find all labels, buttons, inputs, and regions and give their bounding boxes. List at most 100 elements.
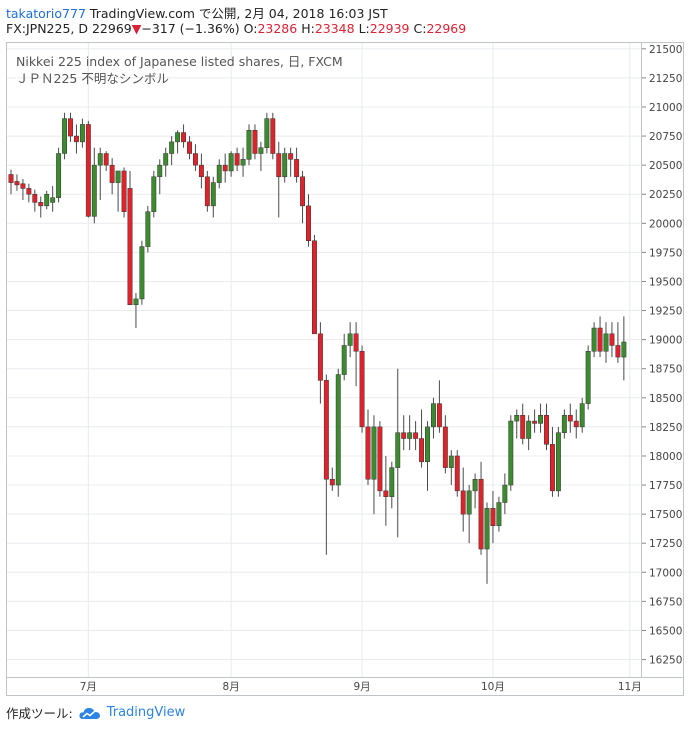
candle — [460, 467, 466, 532]
candle-body-down — [454, 455, 460, 492]
tradingview-brand-link[interactable]: TradingView — [106, 705, 186, 720]
candle-body-down — [204, 176, 210, 207]
price-tick-label: 21500 — [649, 44, 682, 56]
candle — [240, 147, 246, 177]
time-axis-labels: 7月 8月 9月 10月 11月 — [80, 681, 642, 693]
candle — [478, 461, 484, 555]
candle-body-up — [50, 197, 56, 203]
time-tick-label: 7月 — [80, 681, 97, 693]
candle — [496, 496, 502, 532]
candle-body-up — [425, 426, 430, 463]
candle — [312, 234, 317, 335]
candle — [300, 170, 306, 224]
candle-body-up — [62, 118, 67, 154]
candle-body-down — [8, 174, 14, 183]
candle-body-down — [85, 124, 91, 217]
candle-body-up — [133, 298, 139, 305]
candle-body-up — [431, 403, 436, 428]
candle-body-up — [228, 153, 234, 172]
legend-symbol-status: ＪＰＮ225 不明なシンボル — [16, 71, 169, 86]
candle-body-down — [74, 135, 79, 143]
candle-body-up — [145, 211, 151, 247]
candle-body-up — [484, 508, 490, 550]
candle-body-down — [401, 432, 407, 439]
price-tick-label: 17250 — [649, 538, 682, 550]
price-axis[interactable]: 16250 16500 16750 17000 17250 17500 17750 18000… — [642, 42, 684, 678]
price-tick-label: 16250 — [649, 655, 682, 667]
candlestick-plot[interactable] — [7, 43, 641, 677]
candle — [26, 183, 32, 203]
author-link[interactable]: takatorio777 — [6, 6, 86, 21]
candle-body-up — [538, 415, 543, 424]
close-value: 22969 — [426, 21, 467, 36]
publish-info: TradingView.com で公開, 2月 04, 2018 16:03 J… — [89, 6, 388, 21]
candle-body-down — [20, 183, 26, 189]
candle — [282, 147, 288, 183]
price-tick-label: 20250 — [649, 189, 682, 201]
candle-body-up — [496, 502, 502, 527]
candle — [127, 170, 133, 305]
candle-body-up — [508, 420, 514, 486]
candle-body-down — [14, 181, 20, 186]
candle-body-up — [151, 176, 157, 212]
candle — [561, 409, 567, 439]
candle — [175, 130, 181, 154]
candle-body-up — [44, 193, 50, 207]
candle — [490, 490, 496, 544]
candle — [62, 112, 67, 160]
candle-body-up — [282, 153, 288, 178]
candle — [91, 147, 97, 224]
candle-body-down — [544, 415, 549, 445]
candle — [431, 397, 436, 439]
high-value: 23348 — [314, 21, 355, 36]
time-tick-label: 10月 — [481, 681, 505, 693]
price-tick-label: 18500 — [649, 393, 682, 405]
legend-symbol-description: Nikkei 225 index of Japanese listed shar… — [16, 54, 343, 69]
time-tick-label: 9月 — [353, 681, 370, 693]
candle — [252, 124, 258, 160]
candle — [270, 112, 276, 160]
candle — [169, 136, 175, 166]
candle-body-down — [442, 426, 448, 468]
candle — [585, 345, 591, 410]
candle-body-down — [597, 327, 603, 352]
candle-body-down — [109, 164, 115, 183]
candle — [109, 158, 115, 195]
candle-body-up — [115, 170, 121, 183]
price-tick-label: 19750 — [649, 247, 682, 259]
candle-body-down — [270, 118, 276, 154]
time-tick-label: 11月 — [618, 681, 642, 693]
price-tick-label: 17000 — [649, 567, 682, 579]
candle-body-down — [419, 438, 425, 463]
chart-pane[interactable] — [6, 42, 642, 678]
candle-body-up — [97, 153, 103, 166]
candle — [454, 450, 460, 497]
low-value: 22939 — [369, 21, 410, 36]
candle-body-down — [312, 240, 317, 335]
candle-body-up — [621, 341, 627, 358]
candle-body-up — [555, 432, 561, 492]
candle-body-down — [252, 129, 258, 154]
candle — [193, 144, 198, 171]
candle — [514, 409, 520, 439]
time-axis[interactable]: 7月 8月 9月 10月 11月 — [6, 678, 684, 696]
candle-body-down — [532, 420, 538, 424]
candle — [442, 415, 448, 474]
candle-body-up — [139, 246, 145, 300]
candle — [56, 147, 62, 203]
candle — [436, 380, 442, 433]
candle — [609, 322, 615, 358]
candle — [20, 179, 26, 201]
candle — [359, 345, 365, 433]
candle — [371, 415, 377, 515]
candle — [44, 190, 50, 210]
candle-body-down — [365, 426, 371, 480]
candle — [163, 147, 169, 177]
price-tick-label: 16500 — [649, 625, 682, 637]
candle-body-down — [294, 159, 300, 178]
candle-body-up — [91, 164, 97, 217]
candle-body-up — [210, 182, 216, 207]
candle-body-down — [26, 188, 32, 195]
candle-body-down — [377, 426, 383, 492]
candle — [306, 194, 311, 247]
